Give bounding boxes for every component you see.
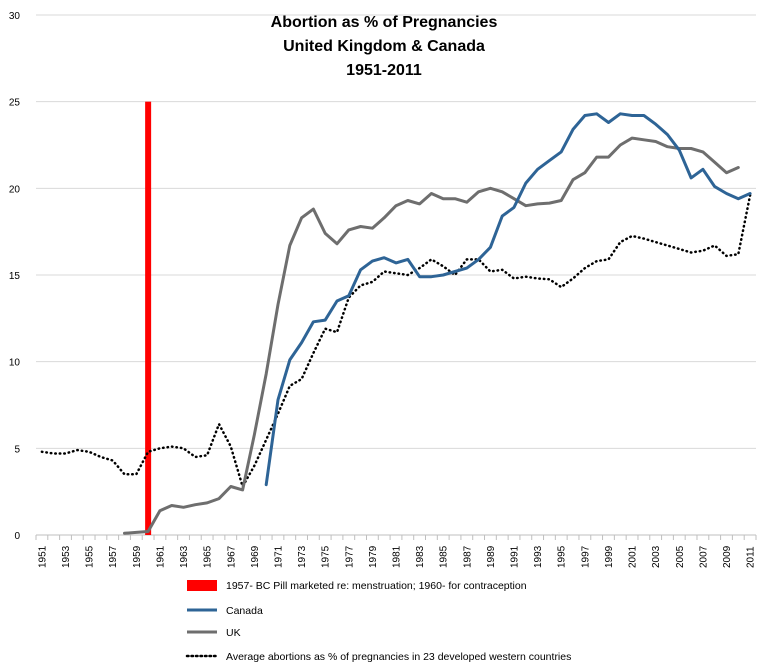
x-tick-label-1965: 1965 — [203, 545, 214, 568]
x-tick-label-1979: 1979 — [368, 545, 379, 568]
x-tick-label-2009: 2009 — [722, 545, 733, 568]
series-line-uk — [123, 136, 740, 535]
x-tick-label-1987: 1987 — [462, 545, 473, 568]
x-tick-label-1999: 1999 — [604, 545, 615, 568]
x-tick-label-1981: 1981 — [392, 545, 403, 568]
x-tick-label-1953: 1953 — [61, 545, 72, 568]
x-tick-label-1969: 1969 — [250, 545, 261, 568]
x-tick-label-1959: 1959 — [132, 545, 143, 568]
y-tick-label-5: 5 — [14, 444, 20, 455]
x-tick-label-2003: 2003 — [651, 545, 662, 568]
x-tick-label-2007: 2007 — [698, 545, 709, 568]
x-tick-label-1967: 1967 — [226, 545, 237, 568]
y-tick-label-20: 20 — [9, 184, 21, 195]
x-tick-label-2001: 2001 — [628, 545, 639, 568]
x-tick-label-1985: 1985 — [439, 545, 450, 568]
x-axis: 1951 1953 1955 1957 1959 1961 1963 1965 1967 1969… — [35, 534, 757, 568]
x-tick-label-1993: 1993 — [533, 545, 544, 568]
x-tick-label-1977: 1977 — [344, 545, 355, 568]
x-tick-label-1989: 1989 — [486, 545, 497, 568]
x-tick-label-1997: 1997 — [580, 545, 591, 568]
y-tick-label-15: 15 — [9, 271, 21, 282]
chart-title-line-3: 1951-2011 — [346, 62, 422, 79]
x-tick-label-1973: 1973 — [297, 545, 308, 568]
x-tick-label-1955: 1955 — [85, 545, 96, 568]
series-line-average — [40, 194, 752, 488]
x-tick-label-1995: 1995 — [557, 545, 568, 568]
x-tick-label-1971: 1971 — [273, 545, 284, 568]
x-tick-label-1991: 1991 — [510, 545, 521, 568]
x-tick-label-1961: 1961 — [155, 545, 166, 568]
x-tick-label-1957: 1957 — [108, 545, 119, 568]
gridlines — [36, 14, 756, 449]
y-tick-label-25: 25 — [9, 98, 21, 109]
x-tick-label-1975: 1975 — [321, 545, 332, 568]
y-tick-label-30: 30 — [9, 11, 21, 22]
legend-label-marker: 1957- BC Pill marketed re: menstruation;… — [226, 580, 527, 592]
chart-title: Abortion as % of Pregnancies United King… — [271, 14, 498, 79]
legend-label-canada: Canada — [226, 605, 263, 617]
x-tick-label-2005: 2005 — [675, 545, 686, 568]
x-tick-label-1963: 1963 — [179, 545, 190, 568]
x-tick-label-2011: 2011 — [746, 546, 757, 568]
legend-label-average: Average abortions as % of pregnancies in… — [226, 651, 571, 663]
y-axis: 0 5 10 15 20 25 30 — [9, 11, 21, 542]
series-layer — [40, 101, 752, 536]
legend-label-uk: UK — [226, 627, 241, 639]
x-tick-label-1983: 1983 — [415, 545, 426, 568]
legend: 1957- BC Pill marketed re: menstruation;… — [185, 580, 571, 663]
y-tick-label-10: 10 — [9, 358, 21, 369]
x-tick-label-1951: 1951 — [37, 545, 48, 568]
legend-swatch-marker — [187, 580, 217, 591]
y-tick-label-0: 0 — [14, 531, 20, 542]
chart-title-line-1: Abortion as % of Pregnancies — [271, 14, 498, 31]
marker-bar-bc-pill — [145, 101, 152, 536]
chart-title-line-2: United Kingdom & Canada — [283, 38, 485, 55]
series-line-canada — [264, 112, 752, 487]
